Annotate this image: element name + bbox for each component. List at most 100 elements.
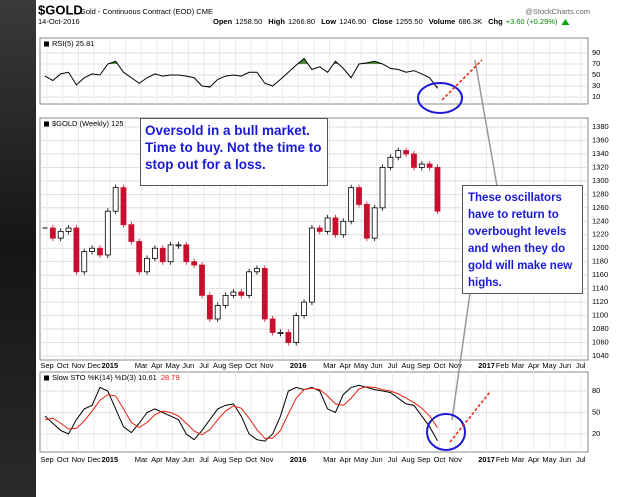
y-tick-label: 1360 [592,135,609,144]
x-tick-label: May [354,455,368,464]
background-photo [0,0,36,497]
x-tick-label: Aug [213,455,226,464]
stat-value: 1258.50 [235,17,262,26]
x-tick-label: Jul [199,455,209,464]
candle [199,264,205,296]
candle [144,257,150,273]
x-tick-label: Mar [512,455,525,464]
candle [371,207,378,239]
x-tick-label: Apr [151,455,163,464]
x-tick-label: Feb [496,455,509,464]
candle [238,291,245,296]
candle [301,301,307,316]
y-tick-label: 1180 [592,257,608,266]
x-tick-label: Dec [87,361,101,370]
legend-swatch [44,375,49,381]
x-tick-label: Jun [182,361,194,370]
x-tick-label: Apr [528,455,540,464]
legend-value: 28.79 [161,373,180,382]
y-tick-label: 1320 [592,162,609,171]
candle [191,261,198,266]
stat-label: High [268,17,285,26]
x-tick-label: Jun [371,455,383,464]
candle [403,150,410,155]
candle [285,332,292,343]
projection-arrow [449,391,491,443]
legend: Slow STO %K(14) %D(3) [52,373,137,382]
y-tick-label: 1280 [592,189,609,198]
x-tick-label: Jul [388,361,398,370]
y-tick-label: 1100 [592,311,608,320]
pointer-line [451,292,471,421]
x-tick-label: Oct [434,361,447,370]
x-tick-label: 2017 [478,361,495,370]
y-tick-label: 1160 [592,270,608,279]
y-tick-label: 1040 [592,351,609,360]
x-tick-label: May [166,455,180,464]
x-tick-label: Nov [449,361,463,370]
y-tick-label: 1140 [592,284,608,293]
x-tick-label: Apr [151,361,163,370]
candle [411,153,417,168]
x-tick-label: Nov [260,361,274,370]
x-tick-label: Jun [559,361,571,370]
candle [104,210,111,256]
y-tick-label: 80 [592,386,600,395]
candle [128,224,135,242]
candle [269,318,276,333]
candle [230,291,237,296]
candle [222,294,229,306]
candle [112,187,119,212]
x-tick-label: Nov [72,361,86,370]
candle [434,167,441,212]
x-tick-label: Sep [417,361,430,370]
x-tick-label: Sep [40,361,53,370]
up-arrow [561,19,570,25]
x-tick-label: May [354,361,368,370]
x-tick-label: Nov [449,455,463,464]
x-tick-label: Aug [401,455,414,464]
annotation-box: These oscillators have to return to over… [462,185,583,294]
x-tick-label: Aug [213,361,226,370]
x-tick-label: 2016 [290,455,307,464]
candle [81,251,88,273]
x-tick-label: Mar [135,361,148,370]
stat-label: Volume [429,17,456,26]
projection-arrow [441,59,483,101]
stat-label: Low [321,17,336,26]
highlight-circle [426,413,466,451]
x-tick-label: Feb [496,361,509,370]
legend-value: 25.81 [76,39,95,48]
y-tick-label: 1300 [592,176,609,185]
x-tick-label: Jul [576,361,586,370]
x-tick-label: Oct [245,455,258,464]
stat-label: Chg [488,17,503,26]
x-tick-label: 2015 [101,455,118,464]
candle [97,247,103,256]
candle [395,150,402,158]
stat-label: Close [372,17,392,26]
x-tick-label: Oct [57,361,70,370]
x-tick-label: Sep [229,455,242,464]
x-tick-label: Mar [512,361,525,370]
y-tick-label: 10 [592,92,600,101]
candle [356,187,362,205]
highlight-circle [417,82,463,114]
x-tick-label: Dec [87,455,101,464]
legend: $GOLD (Weekly) 125 [52,119,124,128]
candle [293,315,300,343]
candle [324,217,331,232]
y-tick-label: 20 [592,429,600,438]
y-tick-label: 50 [592,70,600,79]
y-tick-label: 90 [592,48,600,57]
candle [277,332,284,334]
y-tick-label: 1340 [592,149,609,158]
y-tick-label: 30 [592,81,600,90]
series-line [44,386,438,439]
x-tick-label: May [542,455,556,464]
x-tick-label: Oct [245,361,258,370]
y-tick-label: 1080 [592,324,609,333]
candle [120,187,127,226]
stat-label: Open [213,17,233,26]
